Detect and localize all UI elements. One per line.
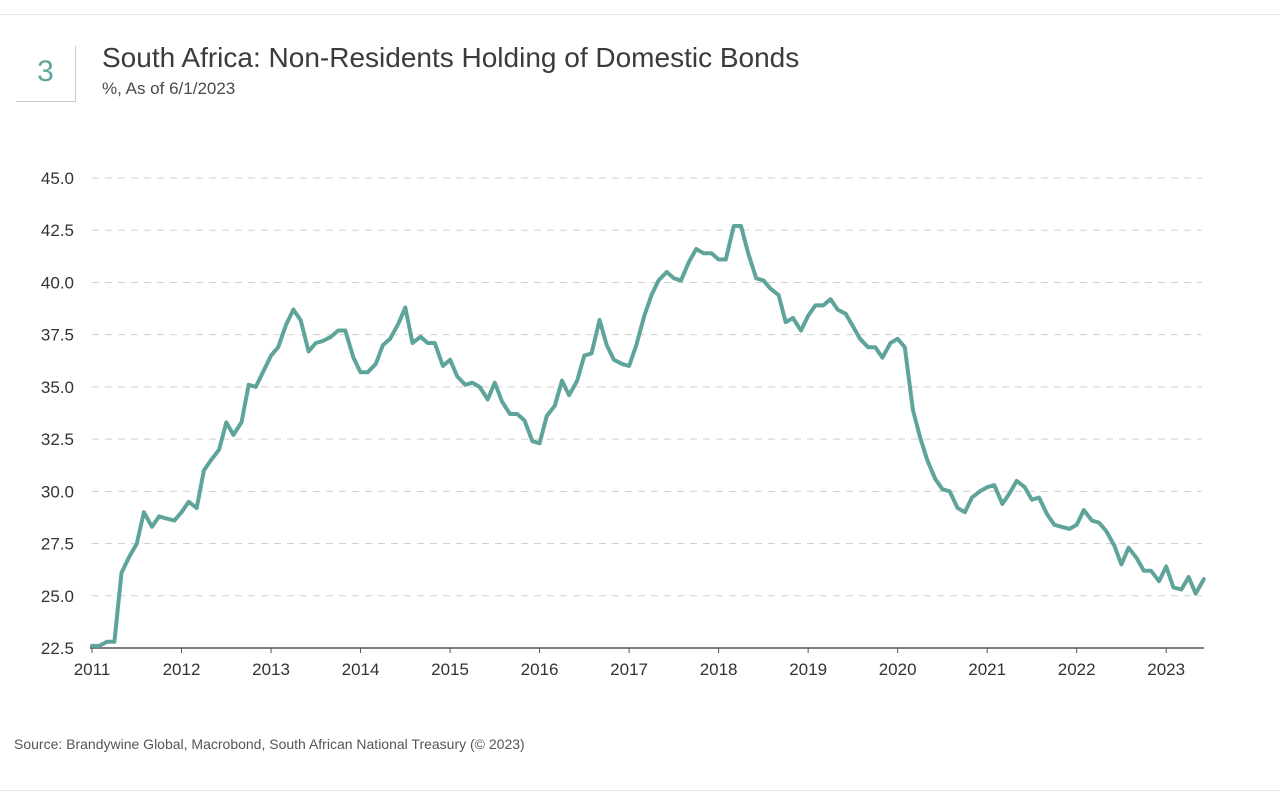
y-tick-label: 42.5 <box>41 221 74 240</box>
bottom-rule <box>0 790 1280 791</box>
x-tick-label: 2020 <box>879 660 917 679</box>
y-axis-ticks: 45.0 42.5 40.0 37.5 35.0 32.5 30.0 27.5 25.0 22.5 <box>41 169 74 658</box>
line-chart: 45.0 42.5 40.0 37.5 35.0 32.5 30.0 27.5 25.0 22.5… <box>41 169 1206 679</box>
x-tick-label: 2013 <box>252 660 290 679</box>
top-rule <box>0 14 1280 15</box>
figure-number: 3 <box>16 46 76 102</box>
y-tick-label: 37.5 <box>41 326 74 345</box>
y-tick-label: 45.0 <box>41 169 74 188</box>
x-tick-label: 2012 <box>163 660 201 679</box>
series-line <box>90 224 1206 648</box>
x-tick-label: 2015 <box>431 660 469 679</box>
x-tick-label: 2019 <box>789 660 827 679</box>
y-tick-label: 30.0 <box>41 482 74 501</box>
source-note: Source: Brandywine Global, Macrobond, So… <box>14 736 525 752</box>
y-tick-label: 35.0 <box>41 378 74 397</box>
x-tick-label: 2018 <box>700 660 738 679</box>
chart-title: South Africa: Non-Residents Holding of D… <box>102 42 800 73</box>
x-tick-label: 2016 <box>521 660 559 679</box>
x-axis-ticks: 2011 2012 2013 2014 2015 2016 2017 2018 2019 2020… <box>74 648 1185 679</box>
gridlines <box>92 177 1202 597</box>
x-tick-label: 2023 <box>1147 660 1185 679</box>
x-tick-label: 2014 <box>342 660 380 679</box>
x-tick-label: 2011 <box>74 660 111 679</box>
x-tick-label: 2021 <box>968 660 1006 679</box>
y-tick-label: 25.0 <box>41 587 74 606</box>
y-tick-label: 32.5 <box>41 430 74 449</box>
y-tick-label: 22.5 <box>41 639 74 658</box>
x-tick-label: 2017 <box>610 660 648 679</box>
y-tick-label: 40.0 <box>41 273 74 292</box>
chart-subtitle: %, As of 6/1/2023 <box>102 79 236 98</box>
y-tick-label: 27.5 <box>41 535 74 554</box>
x-tick-label: 2022 <box>1058 660 1096 679</box>
